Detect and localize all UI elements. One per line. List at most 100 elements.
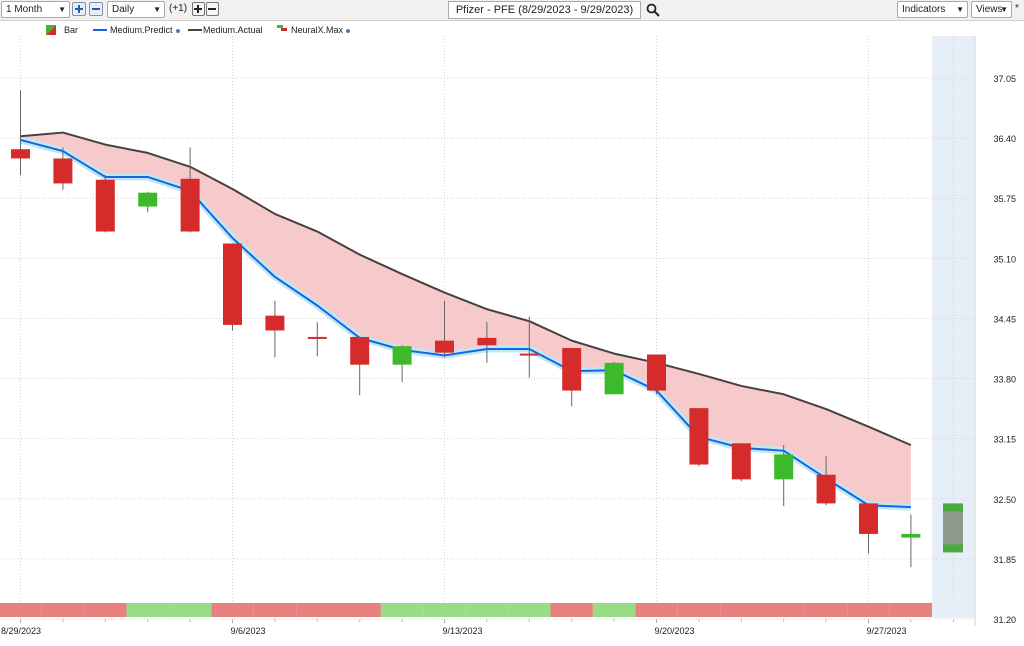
candle-body: [774, 454, 794, 480]
predict-actual-band: [20, 132, 911, 508]
info-dot-icon: [346, 29, 351, 33]
legend-medium-predict: Medium.Predict: [110, 24, 180, 36]
y-tick-label: 32.50: [993, 495, 1016, 505]
candle-body: [562, 348, 582, 391]
indicators-label: Indicators: [902, 4, 946, 15]
y-tick-label: 35.75: [993, 194, 1016, 204]
candle-body: [11, 149, 30, 159]
neural-strip-cell: [465, 603, 509, 617]
period-select[interactable]: 1 Month ▼: [1, 1, 70, 18]
x-tick-label: 9/20/2023: [655, 626, 695, 636]
y-tick-label: 36.40: [993, 134, 1016, 144]
neural-strip-cell: [423, 603, 466, 617]
zoom-in-button[interactable]: [72, 2, 86, 16]
y-tick-label: 31.20: [993, 615, 1016, 625]
neural-strip-cell: [380, 603, 424, 617]
predict-line-swatch-icon: [93, 29, 107, 31]
chevron-down-icon: ▼: [153, 5, 161, 14]
views-label: Views: [976, 4, 1003, 15]
y-tick-label: 35.10: [993, 254, 1016, 264]
candle-swatch-icon: [46, 25, 56, 35]
series-line-medium-actual: [20, 131, 912, 447]
chevron-down-icon: ▼: [956, 5, 964, 14]
candle-body: [392, 346, 412, 365]
forecast-bar-core: [943, 511, 963, 545]
neural-strip-cell: [677, 603, 721, 617]
legend-bar: Bar: [64, 25, 79, 35]
y-tick-label: 33.15: [993, 435, 1016, 445]
neural-strip-cell: [296, 603, 339, 617]
neural-strip-cell: [0, 603, 42, 617]
neural-strip-cell: [635, 603, 678, 617]
neural-strip-cell: [168, 603, 212, 617]
indicators-button[interactable]: Indicators ▼: [897, 1, 968, 18]
neural-strip-cell: [41, 603, 85, 617]
neural-strip-cell: [847, 603, 890, 617]
views-button[interactable]: Views ▼: [971, 1, 1012, 18]
neural-strip-cell: [253, 603, 297, 617]
candle-body: [223, 243, 242, 325]
chart-title: Pfizer - PFE (8/29/2023 - 9/29/2023): [448, 1, 641, 19]
candle-body: [519, 353, 539, 356]
neural-strip-cell: [889, 603, 932, 617]
interval-select-value: Daily: [112, 4, 135, 15]
x-tick-label: 8/29/2023: [1, 626, 41, 636]
neural-strip-cell: [804, 603, 848, 617]
candle-body: [647, 354, 666, 391]
chevron-down-icon: ▼: [1000, 5, 1008, 14]
candle-body: [816, 474, 836, 504]
neural-strip-cell: [550, 603, 593, 617]
candle-body: [689, 408, 709, 465]
candle-body: [180, 178, 200, 232]
neural-strip-cell: [338, 603, 381, 617]
x-tick-label: 9/27/2023: [867, 626, 907, 636]
neural-strip-cell: [720, 603, 763, 617]
band-fill: [20, 132, 911, 508]
indicator-lines: [19, 131, 912, 511]
neural-strip: [0, 603, 932, 617]
neural-strip-cell: [762, 603, 805, 617]
toolbar: 1 Month ▼ Daily ▼ (+1) Pfizer - PFE (8/2…: [0, 0, 1024, 21]
neural-strip-cell: [592, 603, 636, 617]
zoom-out-button[interactable]: [89, 2, 103, 16]
neural-strip-cell: [508, 603, 551, 617]
neural-strip-cell: [126, 603, 169, 617]
y-axis: 37.05 36.40 35.75 35.10 34.45 33.80 33.15 32.50…: [974, 36, 1016, 626]
x-tick-label: 9/6/2023: [231, 626, 266, 636]
y-tick-label: 37.05: [993, 74, 1016, 84]
y-tick-label: 31.85: [993, 555, 1016, 565]
candle-body: [265, 315, 285, 331]
offset-increase-button[interactable]: [192, 2, 205, 16]
candle-body: [307, 336, 327, 339]
series-line-medium-predict: [20, 138, 911, 509]
candle-body: [138, 192, 158, 207]
x-axis: 8/29/2023 9/6/2023 9/13/2023 9/20/2023 9/27/…: [1, 619, 954, 636]
chevron-down-icon: ▼: [58, 5, 66, 14]
views-asterisk: *: [1015, 3, 1019, 14]
candle-body: [604, 362, 624, 395]
candle-body: [859, 503, 878, 534]
candle-body: [95, 179, 115, 232]
period-select-value: 1 Month: [6, 4, 43, 15]
legend-medium-actual: Medium.Actual: [203, 25, 263, 35]
neural-swatch-icon: [277, 25, 287, 31]
horizontal-gridlines: [0, 77, 974, 620]
candle-body: [901, 533, 921, 538]
neural-strip-cell: [84, 603, 127, 617]
candle-body: [731, 443, 751, 480]
candle-body: [53, 158, 73, 184]
candle-body: [435, 340, 454, 353]
actual-line-swatch-icon: [188, 29, 202, 31]
candle-body: [350, 336, 370, 365]
legend: Bar Medium.Predict Medium.Actual NeuralX…: [0, 22, 600, 36]
y-tick-label: 34.45: [993, 314, 1016, 324]
offset-decrease-button[interactable]: [206, 2, 219, 16]
info-dot-icon: [175, 29, 180, 33]
interval-select[interactable]: Daily ▼: [107, 1, 165, 18]
legend-neuralx-max: NeuralX.Max: [291, 24, 351, 36]
search-icon[interactable]: [646, 3, 660, 17]
candles: [11, 90, 963, 568]
offset-label: (+1): [169, 3, 188, 14]
candle-body: [477, 337, 497, 346]
